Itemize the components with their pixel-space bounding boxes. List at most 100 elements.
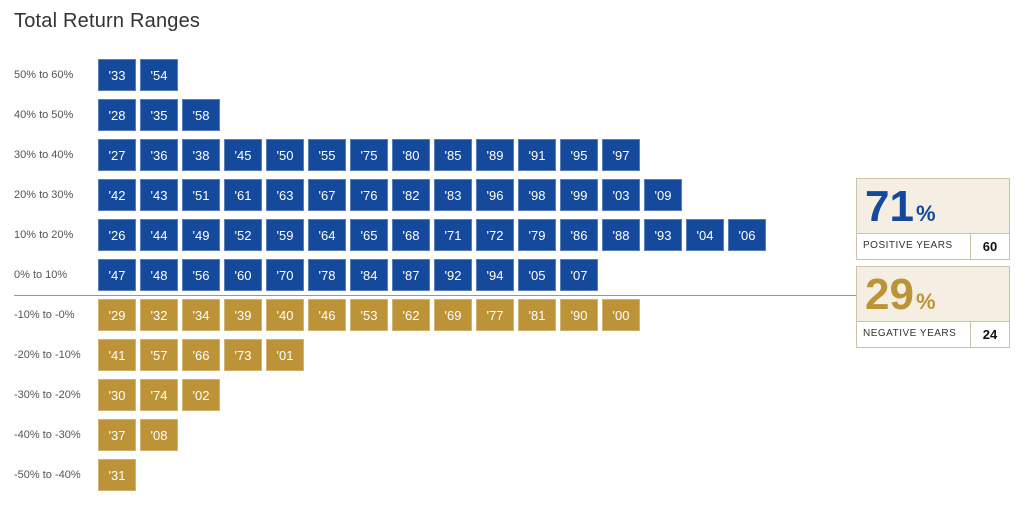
range-label: 40% to 50% bbox=[14, 109, 98, 121]
positive-label: POSITIVE YEARS bbox=[857, 234, 970, 259]
year-cell: '52 bbox=[224, 219, 262, 251]
range-label: 50% to 60% bbox=[14, 69, 98, 81]
year-cell: '44 bbox=[140, 219, 178, 251]
year-cell: '30 bbox=[98, 379, 136, 411]
range-row: 40% to 50%'28'35'58 bbox=[14, 95, 766, 135]
year-cell: '50 bbox=[266, 139, 304, 171]
year-cell: '38 bbox=[182, 139, 220, 171]
year-cell: '39 bbox=[224, 299, 262, 331]
positive-summary-box: 71 % POSITIVE YEARS 60 bbox=[856, 178, 1010, 260]
year-cell: '08 bbox=[140, 419, 178, 451]
year-cells: '30'74'02 bbox=[98, 379, 220, 411]
year-cell: '89 bbox=[476, 139, 514, 171]
year-cell: '53 bbox=[350, 299, 388, 331]
year-cell: '97 bbox=[602, 139, 640, 171]
year-cell: '91 bbox=[518, 139, 556, 171]
range-label: 30% to 40% bbox=[14, 149, 98, 161]
year-cell: '02 bbox=[182, 379, 220, 411]
year-cell: '01 bbox=[266, 339, 304, 371]
range-row: -40% to -30%'37'08 bbox=[14, 415, 766, 455]
year-cell: '63 bbox=[266, 179, 304, 211]
range-label: 20% to 30% bbox=[14, 189, 98, 201]
year-cell: '07 bbox=[560, 259, 598, 291]
positive-percent-symbol: % bbox=[916, 203, 936, 225]
year-cell: '82 bbox=[392, 179, 430, 211]
year-cell: '81 bbox=[518, 299, 556, 331]
range-label: -10% to -0% bbox=[14, 309, 98, 321]
year-cell: '65 bbox=[350, 219, 388, 251]
negative-percent-number: 29 bbox=[865, 273, 914, 317]
year-cell: '90 bbox=[560, 299, 598, 331]
range-label: -40% to -30% bbox=[14, 429, 98, 441]
positive-percent-number: 71 bbox=[865, 185, 914, 229]
negative-percent: 29 % bbox=[865, 273, 1001, 317]
range-row: -30% to -20%'30'74'02 bbox=[14, 375, 766, 415]
year-cell: '94 bbox=[476, 259, 514, 291]
year-cell: '28 bbox=[98, 99, 136, 131]
year-cell: '55 bbox=[308, 139, 346, 171]
positive-sub-row: POSITIVE YEARS 60 bbox=[857, 233, 1009, 259]
year-cells: '47'48'56'60'70'78'84'87'92'94'05'07 bbox=[98, 259, 598, 291]
range-label: 0% to 10% bbox=[14, 269, 98, 281]
negative-count: 24 bbox=[970, 322, 1009, 347]
year-cell: '87 bbox=[392, 259, 430, 291]
year-cell: '68 bbox=[392, 219, 430, 251]
year-cell: '61 bbox=[224, 179, 262, 211]
year-cell: '73 bbox=[224, 339, 262, 371]
negative-label: NEGATIVE YEARS bbox=[857, 322, 970, 347]
year-cell: '64 bbox=[308, 219, 346, 251]
year-cells: '29'32'34'39'40'46'53'62'69'77'81'90'00 bbox=[98, 299, 640, 331]
range-row: -20% to -10%'41'57'66'73'01 bbox=[14, 335, 766, 375]
year-cell: '58 bbox=[182, 99, 220, 131]
year-cell: '06 bbox=[728, 219, 766, 251]
year-cell: '43 bbox=[140, 179, 178, 211]
year-cell: '62 bbox=[392, 299, 430, 331]
year-cell: '35 bbox=[140, 99, 178, 131]
year-cell: '74 bbox=[140, 379, 178, 411]
year-cell: '51 bbox=[182, 179, 220, 211]
year-cell: '41 bbox=[98, 339, 136, 371]
year-cell: '31 bbox=[98, 459, 136, 491]
year-cell: '86 bbox=[560, 219, 598, 251]
year-cell: '83 bbox=[434, 179, 472, 211]
year-cell: '33 bbox=[98, 59, 136, 91]
year-cell: '03 bbox=[602, 179, 640, 211]
rows-container: 50% to 60%'33'5440% to 50%'28'35'5830% t… bbox=[14, 55, 766, 495]
year-cell: '77 bbox=[476, 299, 514, 331]
year-cells: '41'57'66'73'01 bbox=[98, 339, 304, 371]
year-cell: '93 bbox=[644, 219, 682, 251]
year-cell: '95 bbox=[560, 139, 598, 171]
range-row: 50% to 60%'33'54 bbox=[14, 55, 766, 95]
return-ranges-chart: Total Return Ranges 50% to 60%'33'5440% … bbox=[0, 0, 1024, 515]
year-cell: '00 bbox=[602, 299, 640, 331]
year-cell: '72 bbox=[476, 219, 514, 251]
range-row: 20% to 30%'42'43'51'61'63'67'76'82'83'96… bbox=[14, 175, 766, 215]
year-cell: '05 bbox=[518, 259, 556, 291]
range-row: -10% to -0%'29'32'34'39'40'46'53'62'69'7… bbox=[14, 295, 766, 335]
year-cells: '27'36'38'45'50'55'75'80'85'89'91'95'97 bbox=[98, 139, 640, 171]
year-cell: '67 bbox=[308, 179, 346, 211]
year-cell: '85 bbox=[434, 139, 472, 171]
positive-percent: 71 % bbox=[865, 185, 1001, 229]
year-cell: '45 bbox=[224, 139, 262, 171]
year-cell: '54 bbox=[140, 59, 178, 91]
year-cell: '66 bbox=[182, 339, 220, 371]
year-cell: '42 bbox=[98, 179, 136, 211]
year-cell: '57 bbox=[140, 339, 178, 371]
range-row: -50% to -40%'31 bbox=[14, 455, 766, 495]
year-cells: '37'08 bbox=[98, 419, 178, 451]
year-cells: '33'54 bbox=[98, 59, 178, 91]
year-cell: '99 bbox=[560, 179, 598, 211]
year-cells: '28'35'58 bbox=[98, 99, 220, 131]
year-cell: '47 bbox=[98, 259, 136, 291]
year-cells: '42'43'51'61'63'67'76'82'83'96'98'99'03'… bbox=[98, 179, 682, 211]
year-cells: '31 bbox=[98, 459, 136, 491]
year-cell: '71 bbox=[434, 219, 472, 251]
positive-count: 60 bbox=[970, 234, 1009, 259]
summary-boxes: 71 % POSITIVE YEARS 60 29 % NEGATIVE YEA… bbox=[856, 178, 1010, 348]
negative-sub-row: NEGATIVE YEARS 24 bbox=[857, 321, 1009, 347]
range-row: 10% to 20%'26'44'49'52'59'64'65'68'71'72… bbox=[14, 215, 766, 255]
year-cell: '26 bbox=[98, 219, 136, 251]
year-cell: '37 bbox=[98, 419, 136, 451]
year-cell: '40 bbox=[266, 299, 304, 331]
